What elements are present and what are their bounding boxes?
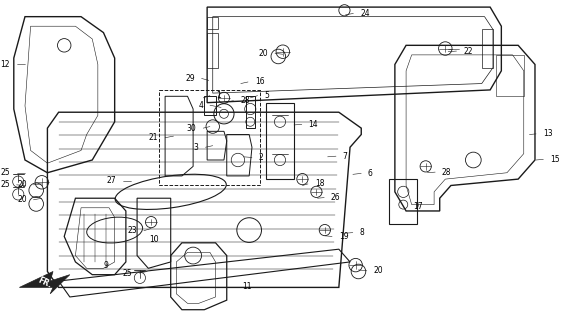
Text: 22: 22 — [463, 47, 473, 56]
Text: 10: 10 — [149, 235, 159, 244]
Text: 16: 16 — [255, 77, 265, 86]
Text: 17: 17 — [414, 202, 423, 211]
Text: 7: 7 — [343, 152, 347, 161]
Text: 3: 3 — [194, 143, 199, 152]
Text: 24: 24 — [360, 9, 370, 18]
Text: 9: 9 — [104, 260, 109, 270]
Polygon shape — [19, 271, 70, 294]
Text: 25: 25 — [0, 180, 10, 189]
Text: 14: 14 — [309, 120, 318, 129]
Text: 26: 26 — [331, 193, 341, 202]
Text: 13: 13 — [543, 129, 552, 138]
Text: 25: 25 — [0, 168, 10, 177]
Text: 5: 5 — [264, 91, 269, 100]
Text: FR.: FR. — [36, 276, 53, 290]
Text: 23: 23 — [127, 226, 137, 235]
Text: 4: 4 — [198, 101, 203, 110]
Text: 28: 28 — [442, 168, 452, 177]
Text: 28: 28 — [240, 96, 250, 105]
Text: 25: 25 — [123, 268, 133, 277]
Text: 15: 15 — [550, 155, 560, 164]
Text: 20: 20 — [17, 180, 26, 189]
Text: 20: 20 — [258, 49, 268, 58]
Text: 21: 21 — [149, 133, 158, 142]
Text: 20: 20 — [17, 195, 26, 204]
Text: 11: 11 — [242, 282, 252, 291]
Text: 29: 29 — [185, 74, 195, 83]
Text: 2: 2 — [258, 153, 263, 162]
Text: 6: 6 — [368, 169, 373, 178]
Text: 12: 12 — [1, 60, 10, 69]
Text: 30: 30 — [187, 124, 196, 133]
Text: 1: 1 — [217, 91, 221, 100]
Text: 18: 18 — [315, 180, 324, 188]
Text: 20: 20 — [374, 266, 383, 275]
Text: 27: 27 — [107, 176, 117, 185]
Text: 19: 19 — [339, 232, 348, 241]
Text: 8: 8 — [360, 228, 364, 237]
